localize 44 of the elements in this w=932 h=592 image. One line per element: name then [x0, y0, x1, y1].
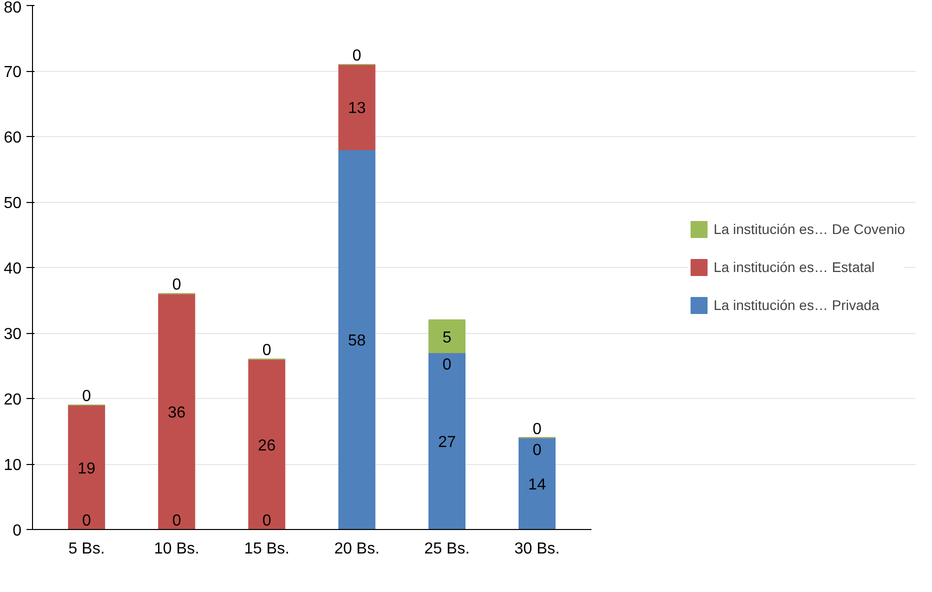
- data-label: 0: [532, 442, 542, 459]
- legend-label: La institución es… Privada: [714, 297, 880, 313]
- data-label: 0: [172, 512, 182, 530]
- y-tick-label: 20: [4, 392, 22, 408]
- bar: [338, 149, 376, 530]
- data-label: 0: [82, 512, 92, 530]
- data-label: 27: [438, 434, 456, 452]
- x-tick-label: 30 Bs.: [514, 540, 560, 558]
- data-label: 0: [82, 388, 92, 406]
- y-tick-label: 30: [4, 326, 22, 343]
- data-label: 36: [168, 404, 186, 422]
- bar: [518, 437, 556, 530]
- y-tick-label: 10: [4, 457, 22, 474]
- y-tick-label: 40: [4, 260, 22, 278]
- x-tick-label: 10 Bs.: [154, 540, 200, 558]
- bar: [248, 358, 286, 530]
- bar: [428, 352, 466, 530]
- data-label: 0: [262, 342, 272, 360]
- data-label: 26: [258, 437, 276, 454]
- y-tick-label: 70: [4, 64, 22, 81]
- data-label: 13: [348, 100, 366, 118]
- x-tick-label: 15 Bs.: [244, 540, 290, 558]
- legend-label: La institución es… Estatal: [714, 259, 875, 275]
- data-label: 0: [442, 356, 452, 374]
- data-label: 19: [78, 460, 96, 478]
- data-label: 14: [528, 476, 546, 494]
- bar: [158, 293, 196, 530]
- data-label: 0: [532, 420, 542, 438]
- y-tick-label: 60: [4, 130, 22, 146]
- bar: [338, 64, 376, 150]
- data-label: 5: [442, 329, 452, 346]
- data-label: 0: [262, 512, 272, 530]
- legend-label: La institución es… De Covenio: [714, 221, 905, 237]
- y-tick-label: 50: [4, 195, 22, 212]
- x-tick-label: 5 Bs.: [68, 540, 105, 558]
- x-tick-label: 20 Bs.: [334, 540, 380, 558]
- data-label: 0: [172, 276, 182, 294]
- data-label: 0: [352, 47, 362, 64]
- y-tick-label: 80: [4, 0, 22, 16]
- y-tick-label: 0: [12, 522, 22, 540]
- data-label: 58: [348, 332, 366, 350]
- x-tick-label: 25 Bs.: [424, 540, 470, 558]
- bar: [68, 404, 106, 530]
- bar: [428, 319, 466, 354]
